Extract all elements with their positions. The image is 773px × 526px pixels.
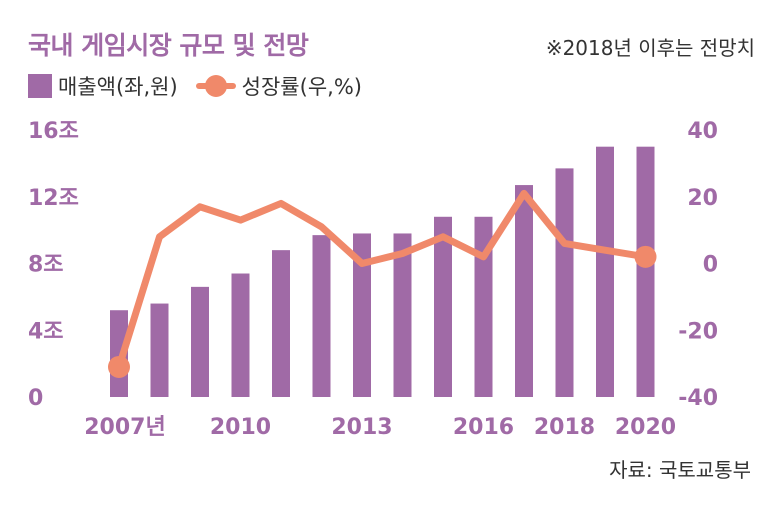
bar-2010 [231,273,250,397]
y-left-tick-label: 4조 [28,319,64,344]
x-tick-label: 2010 [210,415,271,440]
x-tick-label: 2016 [453,415,514,440]
y-right-tick-label: -40 [678,386,718,411]
x-tick-label: 2007년 [84,415,165,440]
legend-line-swatch [195,74,236,98]
x-tick-label: 2018 [534,415,595,440]
bar-2016 [474,216,493,397]
bar-2008 [150,303,169,397]
x-tick-label: 2020 [615,415,676,440]
y-right-tick-label: 40 [687,119,718,144]
bar-2011 [272,250,290,397]
legend-item-growth: 성장률(우,%) [195,71,362,101]
bar-2012 [312,235,331,397]
growth-point-2007 [108,355,130,378]
legend-label-growth: 성장률(우,%) [241,75,362,99]
bar-2015 [434,216,452,397]
y-right-tick-label: 20 [687,186,718,211]
growth-point-2020 [634,245,657,268]
bar-2019 [596,146,614,397]
bar-2014 [393,233,412,397]
legend-item-sales: 매출액(좌,원) [28,71,178,101]
y-right-tick-label: 0 [703,253,718,278]
y-left-tick-label: 12조 [28,186,79,211]
bar-2018 [555,168,574,397]
bar-2009 [191,286,209,397]
legend-label-sales: 매출액(좌,원) [58,75,178,99]
chart-title: 국내 게임시장 규모 및 전망 [28,31,309,60]
y-left-tick-label: 0 [28,386,43,411]
bar-2020 [636,146,655,397]
legend-bar-swatch [28,74,52,98]
x-tick-label: 2013 [331,415,392,440]
y-left-tick-label: 16조 [28,119,79,144]
legend: 매출액(좌,원) 성장률(우,%) [28,70,380,102]
forecast-note: ※2018년 이후는 전망치 [545,36,755,60]
y-right-tick-label: -20 [678,319,718,344]
bar-2013 [353,233,371,397]
bar-2017 [515,185,533,397]
growth-line [115,189,649,371]
y-left-tick-label: 8조 [28,253,64,278]
source-credit: 자료: 국토교통부 [609,458,751,482]
